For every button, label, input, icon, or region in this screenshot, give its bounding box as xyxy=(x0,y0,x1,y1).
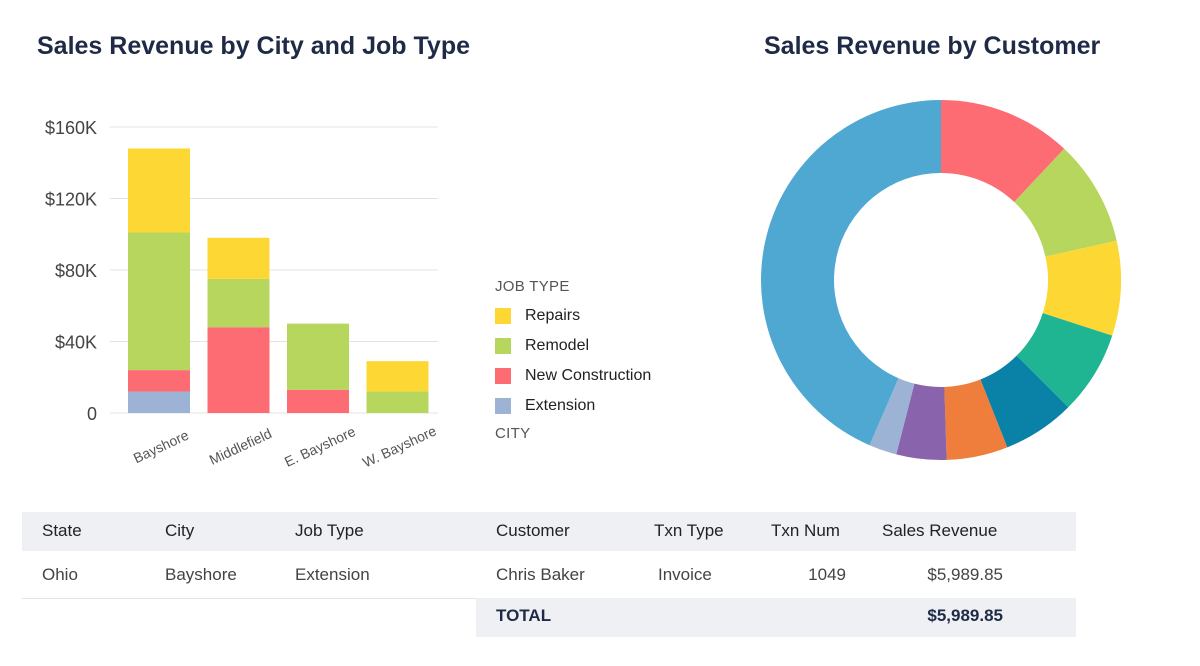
job-type-legend: JOB TYPE Repairs Remodel New Constructio… xyxy=(495,278,651,442)
legend-swatch xyxy=(495,338,511,354)
bar-segment[interactable] xyxy=(128,391,190,413)
bar-chart-title: Sales Revenue by City and Job Type xyxy=(37,32,471,60)
cell-txn-type: Invoice xyxy=(658,565,712,584)
legend-label: Remodel xyxy=(525,337,590,354)
total-label: TOTAL xyxy=(496,606,552,625)
x-tick-label: Bayshore xyxy=(131,427,192,467)
donut-slice[interactable] xyxy=(869,378,915,455)
col-header-txn-type[interactable]: Txn Type xyxy=(654,521,724,540)
legend-label: Extension xyxy=(525,397,596,414)
cell-customer[interactable]: Chris Baker xyxy=(496,565,585,584)
cell-state: Ohio xyxy=(42,565,78,584)
cell-job-type: Extension xyxy=(295,565,370,584)
col-header-city[interactable]: City xyxy=(165,521,195,540)
donut-slice[interactable] xyxy=(941,100,1065,203)
legend-swatch xyxy=(495,398,511,414)
donut-slice[interactable] xyxy=(980,355,1069,448)
total-value: $5,989.85 xyxy=(927,606,1003,625)
x-tick-label: Middlefield xyxy=(207,425,274,468)
bar-segment[interactable] xyxy=(287,389,349,413)
legend-swatch xyxy=(495,368,511,384)
col-header-job-type[interactable]: Job Type xyxy=(295,521,364,540)
donut-slice[interactable] xyxy=(761,100,941,446)
legend-label: Repairs xyxy=(525,307,581,324)
legend-item-repairs[interactable]: Repairs xyxy=(495,301,651,331)
legend-swatch xyxy=(495,308,511,324)
x-tick-label: W. Bayshore xyxy=(360,422,439,470)
x-tick-label: E. Bayshore xyxy=(282,423,358,470)
table-row-divider xyxy=(22,598,476,599)
bar-segment[interactable] xyxy=(207,327,270,413)
y-tick-label: $160K xyxy=(45,118,97,138)
pie-chart-title: Sales Revenue by Customer xyxy=(764,32,1101,60)
donut-slice[interactable] xyxy=(1042,240,1121,336)
legend-item-extension[interactable]: Extension xyxy=(495,391,651,421)
bar-segment[interactable] xyxy=(366,391,429,413)
bar-segment[interactable] xyxy=(366,361,429,392)
col-header-sales-revenue[interactable]: Sales Revenue xyxy=(882,521,998,540)
y-tick-label: $80K xyxy=(55,261,97,281)
cell-txn-num[interactable]: 1049 xyxy=(808,565,846,584)
cell-city: Bayshore xyxy=(165,565,237,584)
bar-segment[interactable] xyxy=(207,237,270,279)
y-tick-label: $120K xyxy=(45,190,97,210)
legend-item-remodel[interactable]: Remodel xyxy=(495,331,651,361)
donut-chart xyxy=(761,100,1121,461)
cell-sales-revenue: $5,989.85 xyxy=(927,565,1003,584)
legend-label: New Construction xyxy=(525,367,652,384)
legend-item-new-construction[interactable]: New Construction xyxy=(495,361,651,391)
bar-segment[interactable] xyxy=(287,323,349,390)
col-header-customer[interactable]: Customer xyxy=(496,521,570,540)
bar-segment[interactable] xyxy=(128,148,190,233)
legend-city-label: CITY xyxy=(495,425,531,442)
donut-slice[interactable] xyxy=(896,383,947,461)
bar-segment[interactable] xyxy=(128,232,190,371)
donut-slice[interactable] xyxy=(944,379,1008,460)
col-header-state[interactable]: State xyxy=(42,521,82,540)
donut-slice[interactable] xyxy=(1016,313,1113,408)
y-tick-label: $40K xyxy=(55,333,97,353)
bar-segment[interactable] xyxy=(207,278,270,328)
legend-title: JOB TYPE xyxy=(495,278,570,295)
y-tick-label: 0 xyxy=(87,404,97,424)
table-header-row xyxy=(22,512,1076,551)
bar-chart: 0 $40K $80K $120K $160K Bayshore Middlefield E.… xyxy=(45,118,439,470)
bar-segment[interactable] xyxy=(128,370,190,392)
donut-slice[interactable] xyxy=(1014,148,1117,257)
table-total-row xyxy=(476,598,1076,637)
col-header-txn-num[interactable]: Txn Num xyxy=(771,521,840,540)
